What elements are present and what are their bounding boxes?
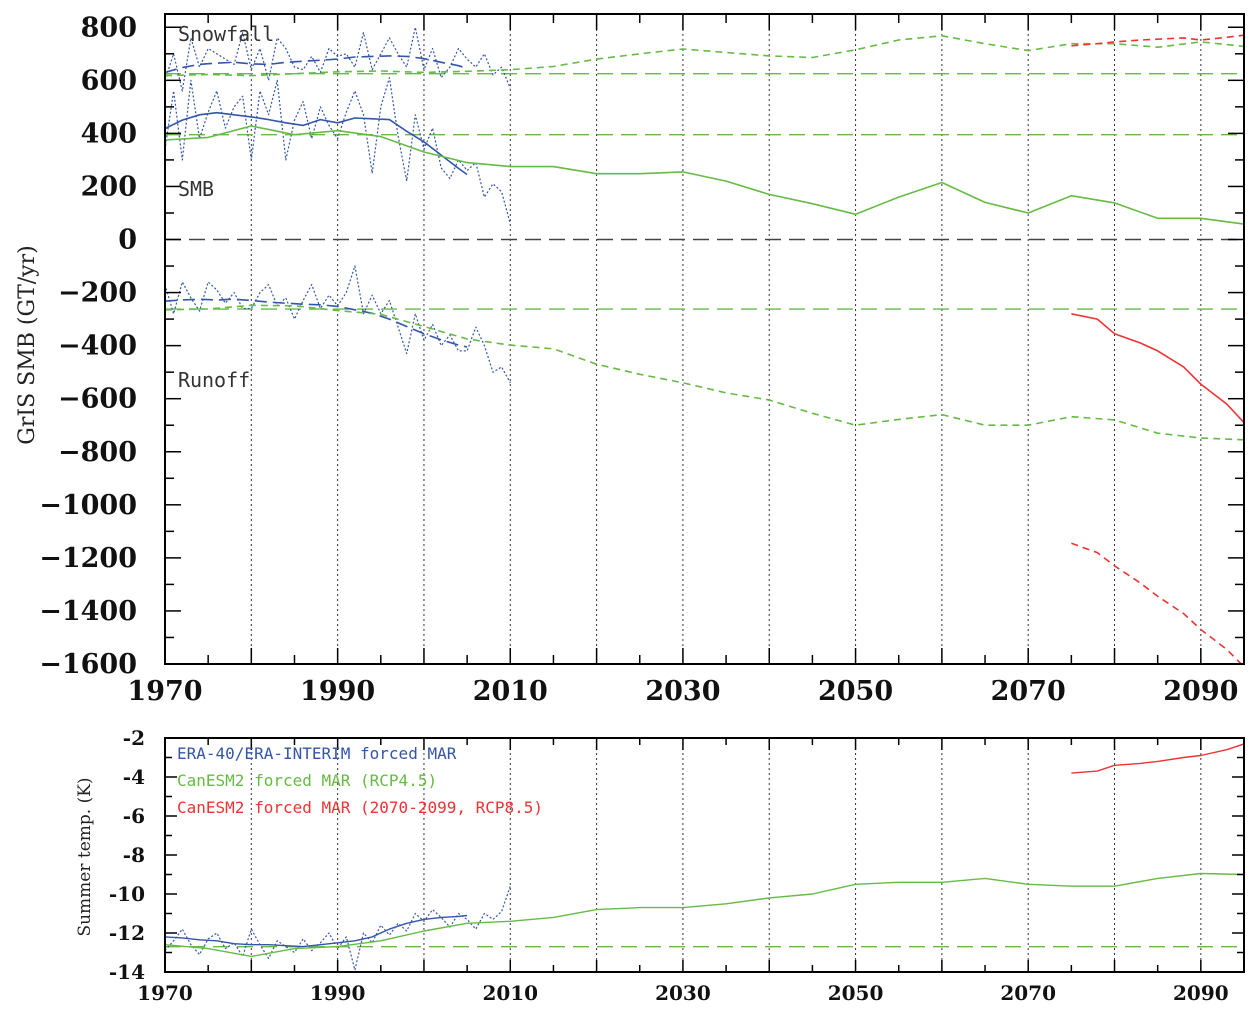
temperature-x-tick-label-2030: 2030 [655,981,711,1005]
smb-x-tick-label-2030: 2030 [645,676,720,707]
temperature-y-tick-label: -4 [123,765,145,789]
temperature-y-axis-label: Summer temp. (K) [75,777,95,936]
smb-plot-frame [164,13,1245,665]
temperature-series [164,743,1245,971]
smb-y-tick-label: −200 [58,278,137,309]
temperature-gridlines [250,738,1202,972]
smb-y-tick-label: −1600 [39,649,137,680]
smb-ticks: 1970 1990 2010 2030 2050 2070 2090 800 600 400 200… [39,12,1245,707]
smb-series-10-smb-running-mean [1071,313,1245,424]
smb-y-tick-label: −1000 [39,490,137,521]
temperature-x-tick-label-2050: 2050 [828,981,884,1005]
legend-entry-era: ERA-40/ERA-INTERIM forced MAR [177,744,457,763]
smb-y-tick-label: −400 [58,331,137,362]
smb-series-7-smb-running-mean [164,125,1245,225]
smb-series-5-runoff-running-mean [164,298,468,348]
legend: ERA-40/ERA-INTERIM forced MAR CanESM2 fo… [177,744,543,817]
temperature-series-2-running-mean [164,872,1245,958]
smb-series-3-smb-running-mean [164,111,468,176]
smb-series-8-runoff-running-mean [164,304,1245,441]
temperature-y-tick-label: -6 [123,804,145,828]
smb-series-2-smb-annual [164,77,511,224]
temperature-y-tick-label: -10 [109,882,145,906]
smb-series-1-snowfall-running-mean [164,55,468,74]
smb-series-9-snowfall-running-mean [1071,34,1245,47]
smb-y-tick-label: −1400 [39,596,137,627]
smb-y-tick-label: 600 [81,65,137,96]
temperature-panel: 1970 1990 2010 2030 2050 2070 2090 -2 -4 -6 -8 -10 -… [75,726,1245,1005]
temperature-y-tick-label: -2 [123,726,145,750]
temperature-x-tick-label-1990: 1990 [310,981,366,1005]
temperature-ticks: 1970 1990 2010 2030 2050 2070 2090 -2 -4 -6 -8 -10 -… [109,726,1245,1005]
smb-x-tick-label-2050: 2050 [818,676,893,707]
smb-x-tick-label-2090: 2090 [1163,676,1238,707]
smb-x-tick-label-2070: 2070 [991,676,1066,707]
temperature-x-tick-label-2090: 2090 [1173,981,1229,1005]
smb-x-tick-label-1970: 1970 [127,676,202,707]
smb-y-tick-label: −1200 [39,543,137,574]
smb-reference-lines [165,72,1244,310]
temperature-y-tick-label: -8 [123,843,145,867]
temperature-series-3-running-mean [1071,743,1245,774]
smb-x-tick-label-1990: 1990 [300,676,375,707]
temperature-series-1-running-mean [164,914,468,948]
legend-entry-rcp85: CanESM2 forced MAR (2070-2099, RCP8.5) [177,798,543,817]
smb-y-tick-label: 0 [118,225,137,256]
temperature-y-tick-label: -12 [109,921,145,945]
legend-entry-rcp45: CanESM2 forced MAR (RCP4.5) [177,771,437,790]
annotation-snowfall: Snowfall [178,22,274,46]
smb-series [164,26,1245,668]
smb-series-0-snowfall-annual [164,26,511,92]
smb-series-11-runoff-running-mean [1071,542,1245,668]
smb-x-tick-label-2010: 2010 [473,676,548,707]
smb-y-tick-label: 800 [81,12,137,43]
temperature-x-tick-label-1970: 1970 [137,981,193,1005]
smb-gridlines [250,14,1202,664]
smb-y-tick-label: 200 [81,171,137,202]
temperature-x-tick-label-2070: 2070 [1000,981,1056,1005]
temperature-series-0-annual [164,886,511,971]
smb-y-tick-label: −600 [58,384,137,415]
smb-annotations: Snowfall SMB Runoff [178,22,274,392]
smb-panel: 1970 1990 2010 2030 2050 2070 2090 800 600 400 200… [15,12,1245,707]
smb-y-tick-label: −800 [58,437,137,468]
smb-series-6-snowfall-running-mean [164,34,1245,77]
smb-y-tick-label: 400 [81,118,137,149]
temperature-x-tick-label-2010: 2010 [482,981,538,1005]
temperature-y-tick-label: -14 [109,960,145,984]
annotation-smb: SMB [178,177,214,201]
smb-y-axis-label: GrIS SMB (GT/yr) [15,245,40,444]
annotation-runoff: Runoff [178,368,250,392]
